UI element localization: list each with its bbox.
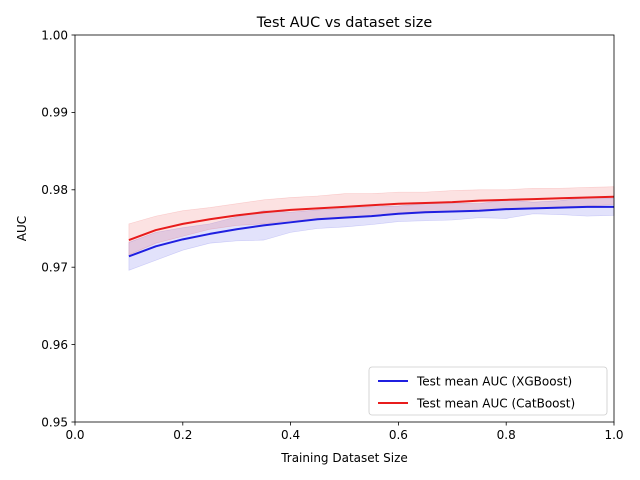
legend-label-0: Test mean AUC (XGBoost) [416, 375, 572, 389]
x-tick-label: 1.0 [604, 428, 623, 442]
legend-label-1: Test mean AUC (CatBoost) [416, 397, 575, 411]
y-tick-label: 0.95 [41, 415, 68, 429]
series-lines [128, 195, 615, 258]
y-tick-label: 0.96 [41, 338, 68, 352]
y-tick-label: 1.00 [41, 28, 68, 42]
x-tick-label: 0.4 [281, 428, 300, 442]
y-tick-label: 0.98 [41, 183, 68, 197]
x-tick-label: 0.8 [497, 428, 516, 442]
series-line-0 [128, 205, 614, 258]
legend-box [368, 366, 608, 416]
chart-title: Test AUC vs dataset size [256, 15, 433, 31]
plot-frame [74, 34, 615, 423]
x-axis-ticks: 0.0 0.2 0.4 0.6 0.8 1.0 [65, 422, 624, 442]
y-tick-label: 0.99 [41, 106, 68, 120]
y-axis-ticks: 0.95 0.96 0.97 0.98 0.99 1.00 [41, 28, 75, 429]
series-line-1 [128, 195, 615, 242]
x-tick-label: 0.0 [65, 428, 84, 442]
x-tick-label: 0.6 [389, 428, 408, 442]
x-tick-label: 0.2 [173, 428, 192, 442]
x-axis-label: Training Dataset Size [280, 451, 408, 465]
y-tick-label: 0.97 [41, 261, 68, 275]
legend: Test mean AUC (XGBoost) Test mean AUC (Ca… [368, 366, 608, 416]
y-axis-label: AUC [15, 216, 29, 241]
